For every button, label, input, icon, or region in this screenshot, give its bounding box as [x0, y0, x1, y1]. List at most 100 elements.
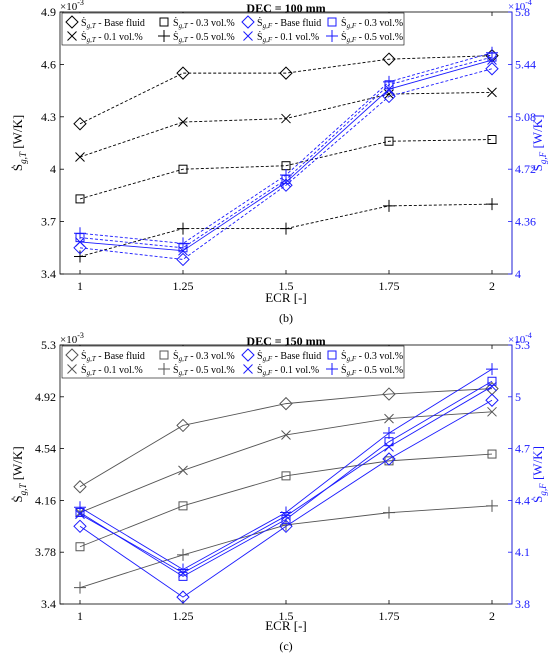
- data-point-shape: [74, 227, 86, 240]
- data-point-shape: [487, 406, 497, 417]
- data-point-shape: [176, 418, 190, 433]
- data-point-shape: [73, 480, 87, 494]
- right-tick-label: 4.1: [515, 545, 530, 559]
- legend-entry-label: Ṡg,F - 0.5 vol.%: [341, 31, 403, 44]
- data-point-shape: [281, 430, 291, 440]
- x-tick-label: 1: [77, 609, 83, 623]
- data-point: [177, 563, 189, 576]
- right-tick-label: 5.44: [515, 57, 536, 71]
- data-point: [487, 376, 497, 386]
- legend-marker: [159, 17, 169, 27]
- plot-area: [59, 11, 513, 275]
- data-point: [281, 177, 291, 188]
- data-point: [487, 406, 497, 417]
- data-point: [75, 542, 85, 552]
- series-line-7: [79, 59, 493, 252]
- legend-marker-shape: [327, 350, 337, 360]
- legend-marker-shape: [326, 30, 338, 42]
- data-point-shape: [75, 509, 85, 520]
- left-tick-label: 4.3: [41, 110, 56, 124]
- x-tick-label: 1.5: [279, 609, 294, 623]
- data-point-shape: [75, 542, 85, 552]
- right-tick-label: 5.3: [515, 338, 530, 352]
- legend-marker: [65, 15, 79, 29]
- data-point: [176, 66, 190, 80]
- left-tick-label: 3.7: [41, 215, 56, 229]
- legend-marker: [67, 364, 77, 374]
- x-tick-label: 1.5: [279, 279, 294, 293]
- series-line-2: [79, 139, 493, 200]
- series-line-3: [79, 91, 493, 158]
- data-point: [75, 237, 85, 247]
- data-point: [383, 75, 395, 88]
- data-point-shape: [75, 152, 85, 162]
- data-point-shape: [486, 499, 498, 512]
- data-point: [486, 46, 498, 59]
- legend-entry-label: Ṡg,F - 0.5 vol.%: [341, 364, 403, 377]
- data-point-shape: [487, 135, 497, 145]
- data-point-shape: [279, 66, 293, 80]
- legend-marker: [158, 363, 170, 375]
- data-point: [384, 84, 394, 94]
- legend-marker-shape: [243, 31, 253, 41]
- series-line-4: [79, 203, 493, 257]
- data-point-shape: [487, 87, 497, 98]
- data-point-shape: [280, 506, 292, 519]
- legend-marker-shape: [243, 364, 253, 374]
- data-point-shape: [178, 245, 188, 256]
- data-point-shape: [279, 396, 293, 411]
- series-line-6: [79, 380, 493, 577]
- data-point: [75, 194, 85, 204]
- data-point: [279, 519, 293, 534]
- data-point-shape: [486, 198, 498, 211]
- data-point: [384, 136, 394, 146]
- data-point-shape: [487, 376, 497, 386]
- legend: Ṡg,T - Base fluid Ṡg,T - 0.3 vol.% Ṡg,F - …: [61, 345, 405, 379]
- data-point-shape: [281, 177, 291, 188]
- data-point: [382, 89, 396, 104]
- data-point-shape: [281, 113, 291, 124]
- data-point: [177, 548, 189, 561]
- data-point: [279, 396, 293, 411]
- data-point: [487, 55, 497, 65]
- series-line-8: [79, 52, 493, 244]
- legend-marker-shape: [159, 17, 169, 27]
- legend-box: [61, 345, 405, 379]
- x-axis-label: ECR [-]: [265, 290, 307, 305]
- legend-entry-label: Ṡg,T - 0.3 vol.%: [173, 350, 235, 363]
- legend-entry-label: Ṡg,F - Base fluid: [257, 17, 321, 30]
- x-axis-label: ECR [-]: [265, 618, 307, 633]
- plot-area: [59, 344, 513, 605]
- left-tick-label: 3.4: [41, 597, 56, 611]
- legend-entry-label: Ṡg,T - Base fluid: [81, 350, 145, 363]
- right-tick-label: 3.8: [515, 597, 530, 611]
- data-point-shape: [75, 237, 85, 247]
- data-point: [75, 152, 85, 162]
- legend-marker: [65, 348, 79, 362]
- data-point: [178, 164, 188, 174]
- data-point-shape: [74, 250, 86, 263]
- left-exponent-label: ×10-3: [60, 0, 84, 13]
- data-point: [485, 62, 499, 76]
- left-y-axis-label-text: Ṡg,T [W/K]: [10, 115, 28, 171]
- data-point: [487, 381, 497, 392]
- legend-marker-shape: [158, 363, 170, 375]
- legend-box: [61, 12, 405, 46]
- data-point: [176, 418, 190, 433]
- data-point-shape: [383, 506, 395, 519]
- data-point-shape: [487, 449, 497, 459]
- data-point: [280, 222, 292, 235]
- chart-title: DEC = 100 mm: [246, 1, 325, 15]
- right-tick-label: 4.72: [515, 162, 536, 176]
- left-tick-label: 3.4: [41, 267, 56, 281]
- data-point-shape: [487, 381, 497, 392]
- data-point-shape: [485, 62, 499, 76]
- legend-marker: [241, 15, 255, 29]
- data-point: [383, 199, 395, 212]
- data-point-shape: [177, 237, 189, 250]
- legend-marker-shape: [67, 364, 77, 374]
- data-point: [486, 363, 498, 376]
- data-point: [178, 245, 188, 256]
- data-point-shape: [74, 581, 86, 594]
